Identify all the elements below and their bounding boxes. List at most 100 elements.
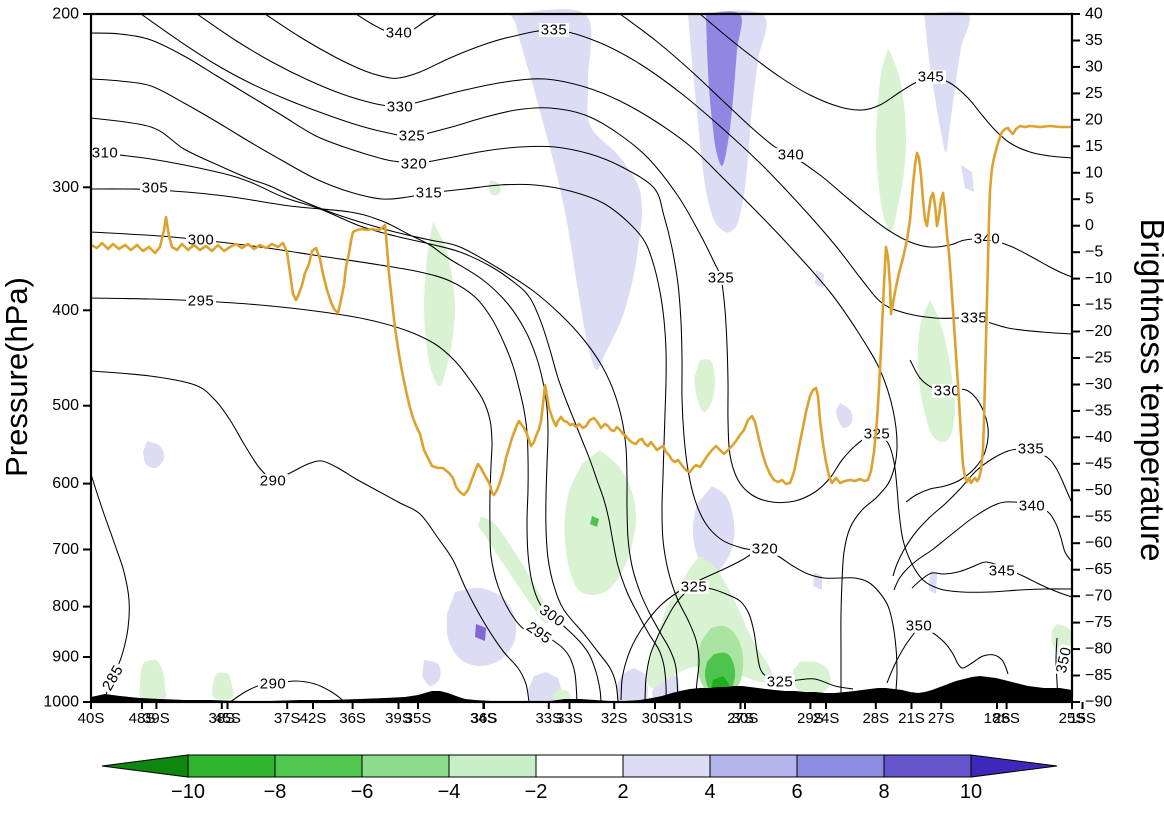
svg-text:36S: 36S — [471, 710, 498, 727]
svg-text:−45: −45 — [1085, 455, 1112, 472]
svg-text:−40: −40 — [1085, 429, 1112, 446]
svg-text:Brightness temperature: Brightness temperature — [1134, 218, 1164, 561]
svg-text:39S: 39S — [143, 710, 170, 727]
svg-text:15S: 15S — [1069, 710, 1096, 727]
svg-text:20: 20 — [1085, 111, 1103, 128]
svg-text:39S: 39S — [385, 710, 412, 727]
svg-text:35: 35 — [1085, 32, 1103, 49]
svg-text:2: 2 — [617, 781, 628, 803]
svg-text:325: 325 — [708, 270, 735, 287]
svg-text:6: 6 — [791, 781, 802, 803]
svg-text:−2: −2 — [525, 781, 548, 803]
svg-text:−35: −35 — [1085, 402, 1112, 419]
svg-text:305: 305 — [142, 180, 169, 197]
svg-text:330: 330 — [934, 383, 961, 400]
svg-text:350: 350 — [1053, 645, 1075, 674]
svg-text:10: 10 — [1085, 164, 1103, 181]
svg-text:−6: −6 — [351, 781, 374, 803]
svg-text:−10: −10 — [171, 781, 205, 803]
svg-text:30S: 30S — [732, 710, 759, 727]
svg-text:315: 315 — [416, 185, 443, 202]
svg-text:−60: −60 — [1085, 535, 1112, 552]
svg-text:Pressure(hPa): Pressure(hPa) — [0, 277, 34, 477]
svg-text:−30: −30 — [1085, 376, 1112, 393]
svg-text:400: 400 — [52, 302, 79, 319]
svg-text:42S: 42S — [300, 710, 327, 727]
svg-text:−5: −5 — [1085, 244, 1103, 261]
svg-text:700: 700 — [52, 541, 79, 558]
svg-text:345: 345 — [989, 563, 1016, 580]
svg-text:−85: −85 — [1085, 667, 1112, 684]
svg-text:340: 340 — [778, 147, 805, 164]
svg-text:32S: 32S — [601, 710, 628, 727]
svg-text:28S: 28S — [862, 710, 889, 727]
svg-text:37S: 37S — [274, 710, 301, 727]
svg-text:900: 900 — [52, 649, 79, 666]
svg-text:500: 500 — [52, 397, 79, 414]
svg-text:−15: −15 — [1085, 297, 1112, 314]
svg-text:27S: 27S — [727, 710, 754, 727]
svg-text:−70: −70 — [1085, 588, 1112, 605]
svg-text:18S: 18S — [984, 710, 1011, 727]
svg-text:0: 0 — [1085, 217, 1094, 234]
svg-text:30S: 30S — [642, 710, 669, 727]
svg-text:35S: 35S — [405, 710, 432, 727]
svg-text:33S: 33S — [535, 710, 562, 727]
svg-text:300: 300 — [52, 179, 79, 196]
svg-text:335: 335 — [541, 22, 568, 39]
svg-text:33S: 33S — [556, 710, 583, 727]
svg-text:24S: 24S — [813, 710, 840, 727]
svg-text:−10: −10 — [1085, 270, 1112, 287]
svg-text:−20: −20 — [1085, 323, 1112, 340]
svg-text:325: 325 — [681, 579, 708, 596]
svg-text:36S: 36S — [339, 710, 366, 727]
svg-text:335: 335 — [961, 310, 988, 327]
svg-text:290: 290 — [260, 473, 287, 490]
svg-text:−65: −65 — [1085, 561, 1112, 578]
svg-text:600: 600 — [52, 475, 79, 492]
svg-text:325: 325 — [767, 674, 794, 691]
svg-text:40: 40 — [1085, 6, 1103, 23]
svg-text:320: 320 — [752, 541, 779, 558]
svg-text:38S: 38S — [208, 710, 235, 727]
svg-text:1000: 1000 — [43, 694, 79, 711]
svg-text:200: 200 — [52, 6, 79, 23]
svg-text:27S: 27S — [928, 710, 955, 727]
svg-text:−80: −80 — [1085, 641, 1112, 658]
svg-text:−25: −25 — [1085, 350, 1112, 367]
svg-text:290: 290 — [260, 676, 287, 693]
svg-text:45S: 45S — [214, 710, 241, 727]
svg-text:8: 8 — [878, 781, 889, 803]
svg-text:−4: −4 — [438, 781, 461, 803]
svg-text:31S: 31S — [666, 710, 693, 727]
svg-text:21S: 21S — [898, 710, 925, 727]
svg-text:5: 5 — [1085, 191, 1094, 208]
svg-text:−90: −90 — [1085, 694, 1112, 711]
svg-text:−75: −75 — [1085, 614, 1112, 631]
svg-text:310: 310 — [92, 145, 119, 162]
svg-text:26S: 26S — [993, 710, 1020, 727]
svg-text:295: 295 — [188, 293, 215, 310]
svg-text:25: 25 — [1085, 85, 1103, 102]
svg-text:10: 10 — [960, 781, 982, 803]
svg-text:−55: −55 — [1085, 508, 1112, 525]
svg-text:350: 350 — [906, 618, 933, 635]
svg-text:15: 15 — [1085, 138, 1103, 155]
svg-text:340: 340 — [1019, 498, 1046, 515]
svg-text:345: 345 — [918, 69, 945, 86]
svg-text:330: 330 — [387, 99, 414, 116]
svg-text:325: 325 — [399, 128, 426, 145]
svg-text:−8: −8 — [264, 781, 287, 803]
svg-text:−50: −50 — [1085, 482, 1112, 499]
svg-text:34S: 34S — [470, 710, 497, 727]
svg-text:40S: 40S — [78, 710, 105, 727]
svg-text:340: 340 — [386, 25, 413, 42]
svg-text:320: 320 — [401, 156, 428, 173]
svg-text:48S: 48S — [129, 710, 156, 727]
svg-text:340: 340 — [974, 231, 1001, 248]
svg-text:800: 800 — [52, 598, 79, 615]
svg-text:30: 30 — [1085, 58, 1103, 75]
svg-text:29S: 29S — [797, 710, 824, 727]
svg-text:25S: 25S — [1059, 710, 1086, 727]
svg-text:4: 4 — [704, 781, 715, 803]
